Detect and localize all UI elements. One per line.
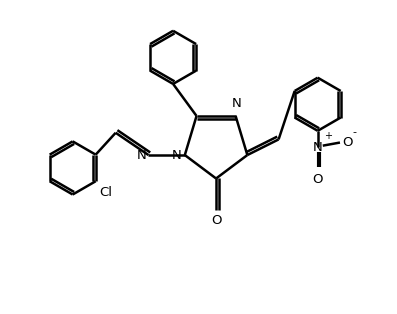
Text: N: N: [231, 97, 241, 110]
Text: +: +: [324, 131, 332, 141]
Text: O: O: [312, 173, 323, 186]
Text: N: N: [172, 149, 182, 161]
Text: Cl: Cl: [99, 186, 112, 199]
Text: N: N: [137, 149, 147, 161]
Text: O: O: [342, 136, 353, 149]
Text: N: N: [313, 141, 322, 154]
Text: -: -: [353, 127, 357, 137]
Text: O: O: [211, 214, 222, 227]
